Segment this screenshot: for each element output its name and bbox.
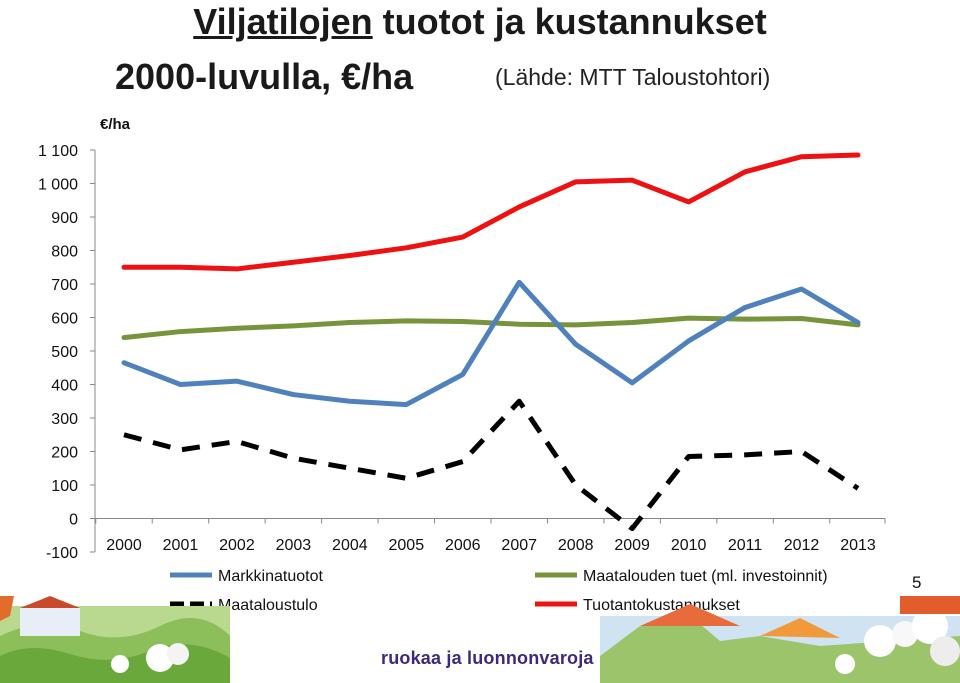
x-tick-label: 2011 <box>728 537 763 554</box>
x-tick-label: 2013 <box>840 537 876 554</box>
series-line-maataloustulo <box>123 398 860 532</box>
footer-illustration-left <box>0 596 230 683</box>
y-tick-label: 500 <box>51 344 78 361</box>
page-number: 5 <box>912 573 922 592</box>
x-tick-label: 2003 <box>276 537 312 554</box>
legend-label-tuet: Maatalouden tuet (ml. investoinnit) <box>583 568 828 585</box>
x-tick-label: 2005 <box>389 537 425 554</box>
y-tick-label: 1 100 <box>38 143 78 160</box>
x-tick-label: 2001 <box>163 537 199 554</box>
y-tick-label: 800 <box>51 244 78 261</box>
chart-legend: Markkinatuotot Maatalouden tuet (ml. inve… <box>170 568 828 614</box>
legend-label-markkinatuotot: Markkinatuotot <box>218 568 323 585</box>
x-tick-label: 2007 <box>501 537 537 554</box>
footer-decoration <box>0 596 960 683</box>
series-line-markkinatuotot <box>121 279 861 408</box>
y-unit-label: €/ha <box>100 116 131 133</box>
x-tick-label: 2004 <box>332 537 368 554</box>
y-tick-label: 0 <box>69 512 78 529</box>
x-tick-label: 2009 <box>614 537 650 554</box>
chart-title-line1: Viljatilojen tuotot ja kustannukset <box>0 0 960 42</box>
series-line-kustannukset <box>121 152 861 272</box>
x-tick-label: 2006 <box>445 537 481 554</box>
y-tick-label: 700 <box>51 277 78 294</box>
chart-title-line2: 2000-luvulla, €/ha <box>115 56 414 97</box>
series-line-tuet <box>121 315 861 341</box>
x-tick-label: 2002 <box>219 537 255 554</box>
footer-illustration-right <box>600 596 960 683</box>
y-tick-label: 300 <box>51 411 78 428</box>
title-rest: tuotot ja kustannukset <box>372 1 767 42</box>
y-tick-label: -100 <box>46 545 78 562</box>
footer-slogan: ruokaa ja luonnonvaroja <box>381 648 594 668</box>
x-tick-label: 2008 <box>558 537 594 554</box>
legend-label-maataloustulo: Maataloustulo <box>218 597 318 614</box>
x-tick-label: 2010 <box>671 537 707 554</box>
x-tick-label: 2012 <box>784 537 820 554</box>
y-tick-label: 1 000 <box>38 177 78 194</box>
x-tick-label: 2000 <box>106 537 142 554</box>
y-tick-label: 400 <box>51 378 78 395</box>
chart-source: (Lähde: MTT Taloustohtori) <box>495 64 771 90</box>
y-tick-label: 100 <box>51 478 78 495</box>
y-tick-label: 600 <box>51 311 78 328</box>
title-underlined-word: Viljatilojen <box>193 1 373 42</box>
chart-series <box>121 152 861 532</box>
y-tick-label: 900 <box>51 210 78 227</box>
y-tick-label: 200 <box>51 445 78 462</box>
